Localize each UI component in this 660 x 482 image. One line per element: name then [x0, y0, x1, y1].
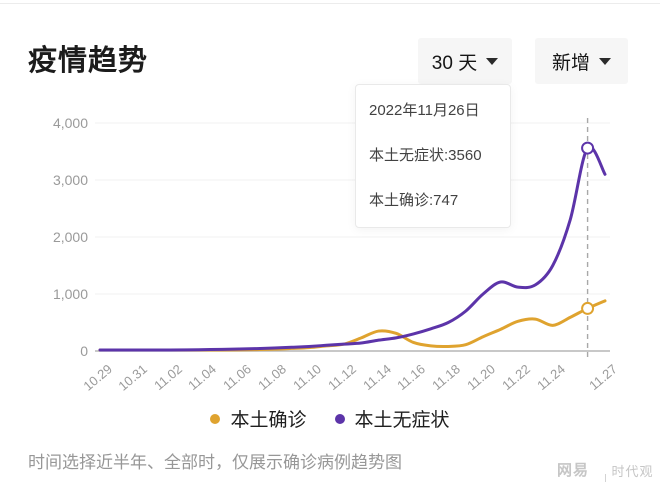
caret-down-icon [599, 57, 611, 65]
legend-item-asymptomatic[interactable]: 本土无症状 [334, 405, 450, 432]
asymptomatic-dot-icon [334, 413, 345, 424]
time-range-label: 30 天 [431, 52, 478, 74]
watermark-author: 时代观者 [611, 464, 654, 479]
confirmed-dot-icon [210, 413, 221, 424]
y-tick-label: 1,000 [52, 286, 88, 302]
highlight-marker-asymptomatic [581, 141, 595, 155]
y-tick-label: 0 [80, 343, 88, 359]
y-tick-label: 3,000 [52, 172, 88, 188]
legend-item-confirmed[interactable]: 本土确诊 [210, 405, 307, 432]
watermark: 网易号 时代观者 [557, 459, 660, 482]
watermark-brand: 网易号 [557, 462, 590, 479]
footnote-text: 时间选择近半年、全部时，仅展示确诊病例趋势图 [28, 453, 402, 472]
series-line-asymptomatic [98, 145, 607, 352]
time-range-dropdown[interactable]: 30 天 [418, 38, 512, 84]
top-divider [0, 3, 660, 4]
legend-label-confirmed: 本土确诊 [230, 410, 307, 431]
watermark-divider-icon [604, 473, 606, 482]
tooltip-date: 2022年11月26日 [369, 102, 480, 119]
chart-legend: 本土确诊 本土无症状 [0, 405, 660, 432]
highlight-marker-confirmed [581, 301, 595, 315]
metric-label: 新增 [551, 52, 590, 74]
tooltip-asymptomatic-value: 本土无症状:3560 [369, 147, 482, 164]
caret-down-icon [486, 57, 499, 65]
y-tick-label: 2,000 [52, 229, 88, 245]
page-title: 疫情趋势 [28, 45, 149, 77]
chart-tooltip: 2022年11月26日 本土无症状:3560 本土确诊:747 [355, 84, 511, 228]
tooltip-confirmed-value: 本土确诊:747 [369, 192, 459, 209]
metric-dropdown[interactable]: 新增 [535, 38, 628, 84]
legend-label-asymptomatic: 本土无症状 [354, 410, 450, 431]
y-tick-label: 4,000 [52, 115, 88, 131]
